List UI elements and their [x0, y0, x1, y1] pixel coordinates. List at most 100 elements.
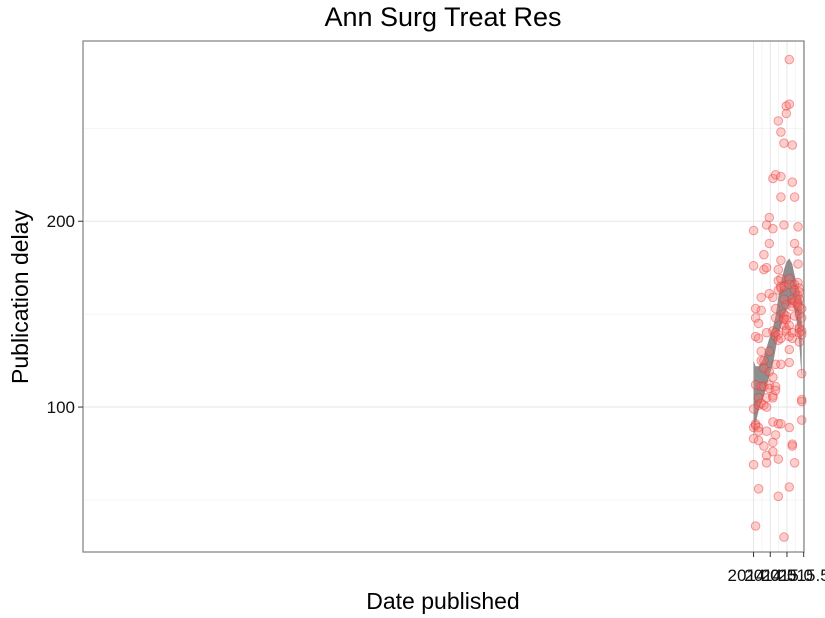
data-point	[761, 262, 772, 273]
data-point	[773, 285, 784, 295]
data-point	[779, 220, 789, 230]
data-point	[793, 300, 803, 310]
data-point	[773, 454, 784, 464]
data-point	[753, 333, 764, 344]
data-point	[773, 264, 784, 275]
data-point	[773, 329, 784, 340]
data-point	[764, 238, 775, 249]
data-point	[753, 426, 764, 437]
data-point	[784, 274, 795, 284]
data-point	[764, 367, 775, 377]
data-point	[784, 344, 795, 355]
data-point	[773, 335, 784, 346]
data-point	[784, 99, 795, 109]
x-tick-label: 2014.0	[728, 566, 780, 585]
data-point	[787, 439, 798, 450]
data-point	[761, 220, 772, 230]
data-point	[770, 359, 781, 370]
data-point	[768, 391, 778, 401]
data-point	[753, 484, 764, 494]
data-point	[770, 313, 781, 323]
data-point	[776, 255, 786, 266]
data-point	[748, 422, 759, 433]
data-point	[768, 292, 778, 303]
data-point	[748, 404, 759, 414]
data-point	[759, 355, 769, 366]
data-point	[784, 331, 795, 342]
plot-border	[82, 40, 805, 553]
data-point	[750, 303, 761, 314]
data-point	[787, 298, 798, 308]
data-point	[753, 318, 764, 329]
data-point	[796, 303, 807, 314]
data-point	[759, 400, 769, 411]
data-point	[773, 116, 784, 126]
data-point	[753, 400, 764, 411]
data-point	[770, 430, 781, 440]
data-point	[756, 346, 767, 357]
data-point	[789, 458, 800, 468]
data-point	[776, 283, 786, 293]
data-point	[776, 419, 786, 429]
data-point	[781, 326, 792, 336]
data-point	[770, 327, 781, 338]
data-point	[793, 290, 803, 301]
data-point	[776, 171, 786, 182]
data-point	[770, 381, 781, 392]
data-point	[768, 417, 778, 427]
data-point	[781, 314, 792, 325]
data-point	[776, 281, 786, 292]
data-point	[793, 259, 803, 269]
data-point	[789, 285, 800, 295]
data-point	[793, 298, 803, 308]
data-point	[768, 446, 778, 457]
data-point	[756, 355, 767, 366]
data-point	[779, 309, 789, 320]
data-point	[781, 300, 792, 310]
data-point	[776, 359, 786, 370]
data-point	[779, 313, 789, 323]
x-axis-label: Date published	[366, 588, 519, 614]
data-point	[768, 393, 778, 403]
data-point	[761, 327, 772, 338]
data-point	[764, 288, 775, 299]
y-axis-label: Publication delay	[7, 210, 33, 384]
data-point	[789, 296, 800, 306]
data-point	[781, 311, 792, 321]
data-point	[759, 441, 769, 451]
data-point	[773, 419, 784, 429]
data-point	[784, 357, 795, 368]
data-point	[779, 138, 789, 148]
chart-title: Ann Surg Treat Res	[324, 2, 561, 32]
data-point	[770, 385, 781, 396]
data-point	[789, 279, 800, 290]
data-point	[756, 292, 767, 303]
data-point	[759, 381, 769, 392]
data-point	[761, 402, 772, 412]
data-point	[796, 329, 807, 340]
data-point	[759, 249, 769, 260]
data-point	[748, 225, 759, 236]
data-point	[773, 491, 784, 502]
data-point	[753, 393, 764, 403]
data-point	[761, 450, 772, 461]
data-point	[787, 177, 798, 187]
data-point	[779, 294, 789, 305]
data-point	[750, 313, 761, 323]
data-point	[748, 261, 759, 271]
data-point	[789, 311, 800, 321]
data-point	[764, 380, 775, 390]
data-point	[761, 393, 772, 403]
data-point	[756, 305, 767, 316]
plot-background	[83, 41, 804, 552]
y-tick-label: 200	[47, 212, 75, 231]
data-point	[796, 415, 807, 425]
data-point	[756, 381, 767, 392]
data-point	[750, 380, 761, 390]
data-point	[784, 54, 795, 65]
data-point	[776, 127, 786, 137]
data-point	[787, 294, 798, 305]
data-point	[756, 398, 767, 409]
data-point	[768, 223, 778, 234]
